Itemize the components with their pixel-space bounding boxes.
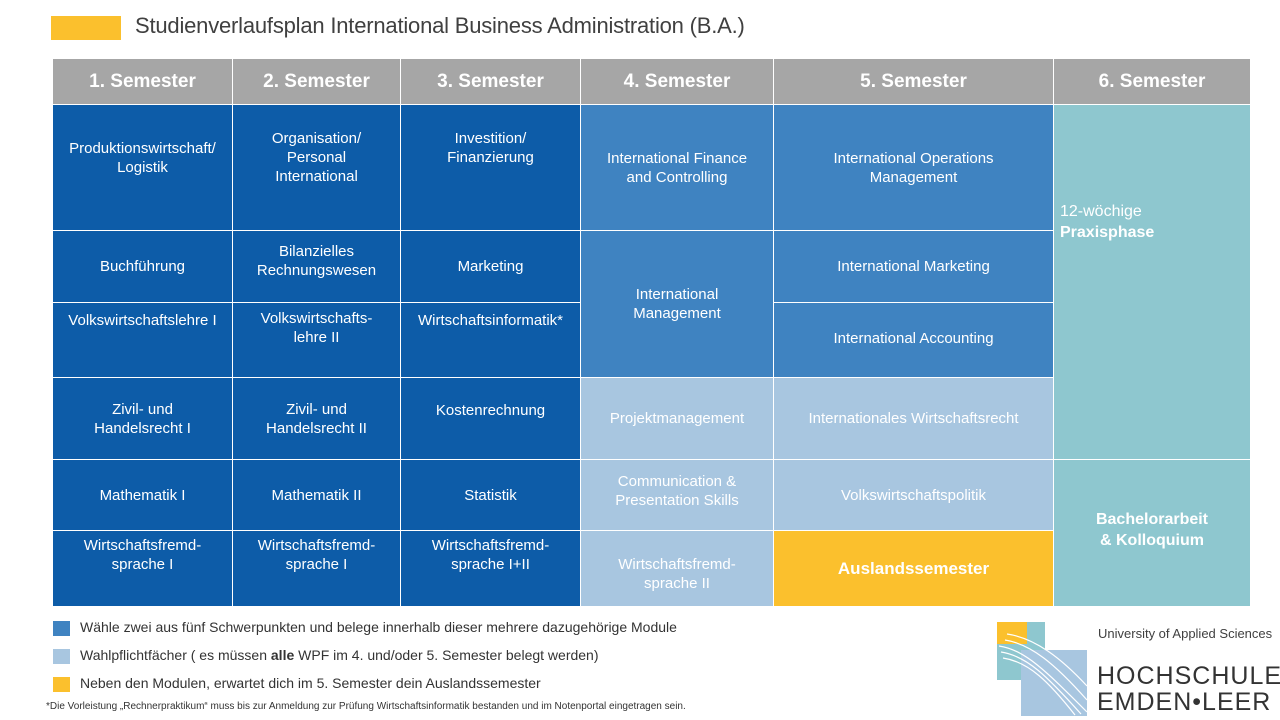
module-auslandssemester: Auslandssemester <box>774 531 1054 607</box>
praxisphase-duration: 12-wöchige <box>1060 203 1142 220</box>
module-investition-finanzierung: Investition/ Finanzierung <box>401 105 581 231</box>
module-mathematik-1: Mathematik I <box>53 460 233 531</box>
module-fremdsprache-2: Wirtschaftsfremd- sprache I <box>233 531 401 607</box>
legend-text-elective: Wahlpflichtfächer ( es müssen alle WPF i… <box>80 647 599 663</box>
module-communication-skills: Communication & Presentation Skills <box>581 460 774 531</box>
module-fremdsprache-1: Wirtschaftsfremd- sprache I <box>53 531 233 607</box>
header-semester-2: 2. Semester <box>233 59 401 105</box>
module-fremdsprache-3: Wirtschaftsfremd- sprache I+II <box>401 531 581 607</box>
module-international-marketing: International Marketing <box>774 231 1054 303</box>
module-international-management: International Management <box>581 231 774 378</box>
legend-swatch-focus <box>53 621 70 636</box>
module-zivilrecht-2: Zivil- und Handelsrecht II <box>233 378 401 460</box>
legend-text-abroad: Neben den Modulen, erwartet dich im 5. S… <box>80 675 541 691</box>
module-produktionswirtschaft: Produktionswirtschaft/ Logistik <box>53 105 233 231</box>
legend-swatch-elective <box>53 649 70 664</box>
module-zivilrecht-1: Zivil- und Handelsrecht I <box>53 378 233 460</box>
legend-elective-emphasis: alle <box>270 647 295 663</box>
university-logo <box>997 622 1088 716</box>
module-bachelorarbeit: Bachelorarbeit & Kolloquium <box>1054 460 1251 607</box>
module-organisation-personal: Organisation/ Personal International <box>233 105 401 231</box>
logo-block-yellow <box>997 622 1027 644</box>
logo-name-line1: HOCHSCHULE <box>1097 662 1280 690</box>
module-buchfuehrung: Buchführung <box>53 231 233 303</box>
module-marketing: Marketing <box>401 231 581 303</box>
module-fremdsprache-4: Wirtschaftsfremd- sprache II <box>581 531 774 607</box>
module-wirtschaftsinformatik: Wirtschaftsinformatik* <box>401 303 581 378</box>
module-international-accounting: International Accounting <box>774 303 1054 378</box>
module-volkswirtschaftspolitik: Volkswirtschaftspolitik <box>774 460 1054 531</box>
module-mathematik-2: Mathematik II <box>233 460 401 531</box>
module-praxisphase: 12-wöchige Praxisphase <box>1054 105 1251 460</box>
header-semester-6: 6. Semester <box>1054 59 1251 105</box>
module-kostenrechnung: Kostenrechnung <box>401 378 581 460</box>
page-title: Studienverlaufsplan International Busine… <box>135 13 745 38</box>
logo-wave-lines <box>998 633 1088 716</box>
legend-elective-suffix: WPF im 4. und/oder 5. Semester belegt we… <box>294 647 599 663</box>
module-international-operations: International Operations Management <box>774 105 1054 231</box>
module-projektmanagement: Projektmanagement <box>581 378 774 460</box>
module-vwl-1: Volkswirtschaftslehre I <box>53 303 233 378</box>
logo-tagline: University of Applied Sciences <box>1098 626 1273 641</box>
legend-elective-prefix: Wahlpflichtfächer ( es müssen <box>80 647 271 663</box>
module-international-finance: International Finance and Controlling <box>581 105 774 231</box>
legend-swatch-abroad <box>53 677 70 692</box>
module-wirtschaftsrecht: Internationales Wirtschaftsrecht <box>774 378 1054 460</box>
module-bilanzielles-rechnungswesen: Bilanzielles Rechnungswesen <box>233 231 401 303</box>
header-semester-1: 1. Semester <box>53 59 233 105</box>
module-vwl-2: Volkswirtschafts- lehre II <box>233 303 401 378</box>
header-semester-5: 5. Semester <box>774 59 1054 105</box>
legend-text-focus: Wähle zwei aus fünf Schwerpunkten und be… <box>80 619 677 635</box>
logo-name-line2: EMDEN•LEER <box>1097 688 1272 716</box>
header-semester-4: 4. Semester <box>581 59 774 105</box>
header-semester-3: 3. Semester <box>401 59 581 105</box>
title-accent-bar <box>51 16 121 40</box>
footnote: *Die Vorleistung „Rechnerpraktikum“ muss… <box>46 701 686 712</box>
logo-name: HOCHSCHULE EMDEN•LEER <box>1097 663 1280 715</box>
praxisphase-label: Praxisphase <box>1060 224 1155 241</box>
module-statistik: Statistik <box>401 460 581 531</box>
